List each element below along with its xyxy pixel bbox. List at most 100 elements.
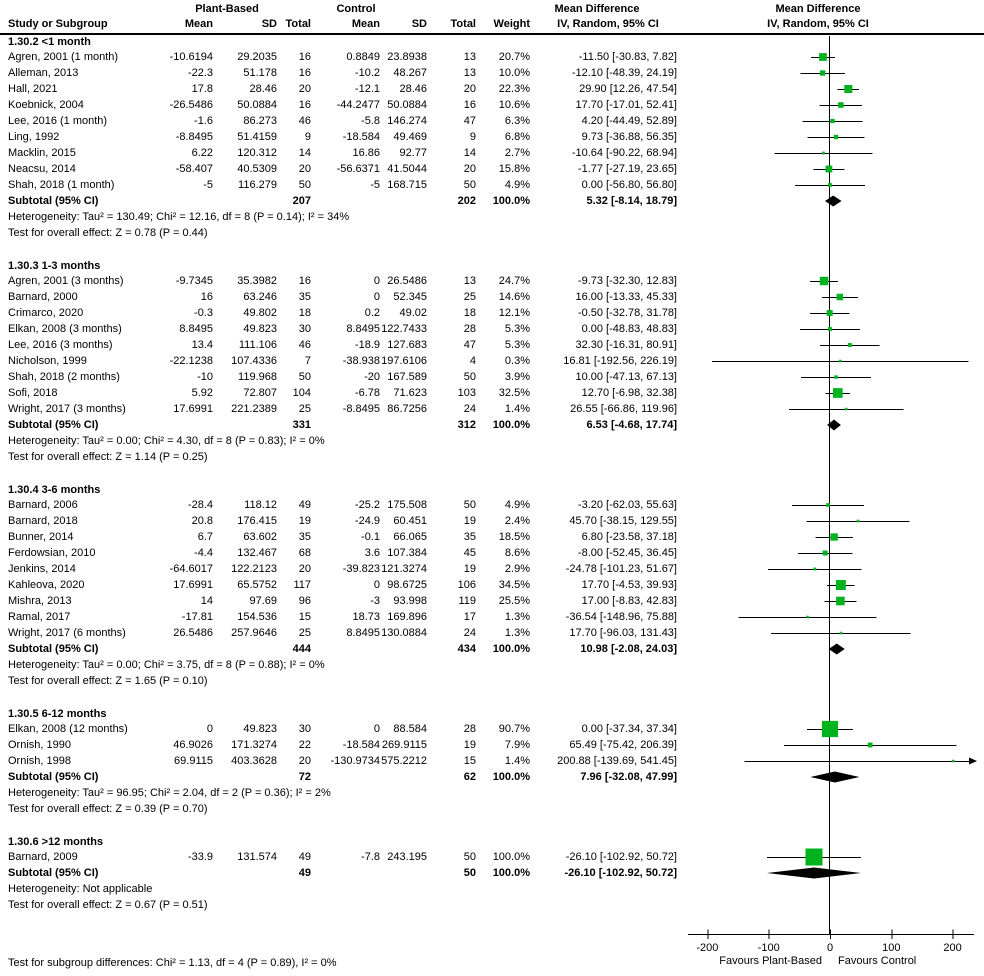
pb-total-cell: 16 xyxy=(298,99,311,111)
pb-total-cell: 117 xyxy=(293,579,311,591)
study-name: Jenkins, 2014 xyxy=(8,563,76,575)
ci-text-cell: 0.00 [-37.34, 37.34] xyxy=(581,723,677,735)
pb-sd-cell: 118.12 xyxy=(244,499,277,511)
study-row: Wright, 2017 (3 months) 17.6991 221.2389 25… xyxy=(0,401,984,417)
weight-cell: 12.1% xyxy=(498,307,530,319)
c-sd-cell: 107.384 xyxy=(387,547,427,559)
c-total-cell: 50 xyxy=(463,371,476,383)
ci-text-cell: 16.81 [-192.56, 226.19] xyxy=(563,355,677,367)
c-sd-cell: 86.7256 xyxy=(387,403,427,415)
weight-cell: 0.3% xyxy=(504,355,530,367)
study-name: Elkan, 2008 (12 months) xyxy=(8,723,128,735)
c-mean-cell: -44.2477 xyxy=(336,99,380,111)
ci-text-cell: 12.70 [-6.98, 32.38] xyxy=(581,387,677,399)
axis-tick-label: 100 xyxy=(882,942,900,954)
pb-mean-cell: 14 xyxy=(200,595,213,607)
pb-total-cell: 444 xyxy=(292,643,311,655)
overall-effect-text: Test for overall effect: Z = 0.78 (P = 0… xyxy=(8,227,208,239)
study-name: Barnard, 2009 xyxy=(8,851,78,863)
effect-col-title: Mean Difference xyxy=(554,3,640,15)
ci-text-cell: -12.10 [-48.39, 24.19] xyxy=(571,67,677,79)
c-mean-cell: -3 xyxy=(370,595,380,607)
weight-cell: 1.4% xyxy=(504,755,530,767)
pb-total-cell: 49 xyxy=(298,851,311,863)
pb-mean-cell: 6.7 xyxy=(197,531,213,543)
c-mean-cell: 0 xyxy=(373,723,380,735)
pb-mean-cell: -8.8495 xyxy=(175,131,213,143)
ci-text-cell: 10.00 [-47.13, 67.13] xyxy=(575,371,677,383)
c-mean-cell: -25.2 xyxy=(354,499,380,511)
c-mean-cell: 0 xyxy=(373,275,380,287)
pb-sd-cell: 111.106 xyxy=(238,339,277,351)
weight-cell: 8.6% xyxy=(504,547,530,559)
ci-text-cell: 17.70 [-17.01, 52.41] xyxy=(575,99,677,111)
study-name: Ling, 1992 xyxy=(8,131,60,143)
c-total-cell: 50 xyxy=(463,179,476,191)
pb-total-cell: 68 xyxy=(298,547,311,559)
study-row: Neacsu, 2014 -58.407 40.5309 20 -56.6371 41.5… xyxy=(0,161,984,177)
c-mean-cell: -0.1 xyxy=(361,531,380,543)
study-name: Macklin, 2015 xyxy=(8,147,76,159)
c-total-cell: 18 xyxy=(463,307,476,319)
pb-mean-cell: -5 xyxy=(203,179,213,191)
section-label: 1.30.6 >12 months xyxy=(8,836,104,848)
c-sd-cell: 50.0884 xyxy=(387,99,427,111)
c-mean-cell: 8.8495 xyxy=(346,627,380,639)
study-name: Barnard, 2006 xyxy=(8,499,78,511)
study-row: Bunner, 2014 6.7 63.602 35 -0.1 66.065 35 18.5%… xyxy=(0,529,984,545)
pb-total-cell: 50 xyxy=(298,179,311,191)
pb-total-cell: 35 xyxy=(298,291,311,303)
c-mean-cell: -38.938 xyxy=(342,355,380,367)
subtotal-label: Subtotal (95% CI) xyxy=(8,643,99,655)
ci-text-cell: -11.50 [-30.83, 7.82] xyxy=(578,51,677,63)
pb-total-cell: 16 xyxy=(298,51,311,63)
pb-mean-cell: 6.22 xyxy=(191,147,213,159)
study-name: Nicholson, 1999 xyxy=(8,355,87,367)
c-sd-cell: 28.46 xyxy=(399,83,427,95)
ci-text-cell: 29.90 [12.26, 47.54] xyxy=(579,83,677,95)
subtotal-row: Subtotal (95% CI) 49 50 100.0% -26.10 [-102.… xyxy=(0,865,984,881)
weight-cell: 10.6% xyxy=(498,99,530,111)
weight-cell: 1.4% xyxy=(504,403,530,415)
subgroup-test-note: Test for subgroup differences: Chi² = 1.… xyxy=(8,957,337,969)
section-header-row: 1.30.3 1-3 months xyxy=(0,260,984,273)
c-sd-cell: 41.5044 xyxy=(387,163,427,175)
ci-text-cell: -3.20 [-62.03, 55.63] xyxy=(577,499,677,511)
c-sd-cell: 52.345 xyxy=(393,291,427,303)
pb-mean-header: Mean xyxy=(184,18,213,30)
pb-mean-cell: -10 xyxy=(197,371,213,383)
overall-effect-row: Test for overall effect: Z = 1.65 (P = 0… xyxy=(0,673,984,689)
plot-col-sub: IV, Random, 95% CI xyxy=(767,18,869,30)
study-row: Alleman, 2013 -22.3 51.178 16 -10.2 48.267 13 1… xyxy=(0,65,984,81)
study-name: Hall, 2021 xyxy=(8,83,58,95)
pb-total-cell: 20 xyxy=(298,755,311,767)
pb-mean-cell: 8.8495 xyxy=(179,323,213,335)
header-rule xyxy=(0,33,984,35)
c-sd-cell: 66.065 xyxy=(393,531,427,543)
weight-cell: 4.9% xyxy=(504,179,530,191)
c-total-cell: 13 xyxy=(463,51,476,63)
pb-total-cell: 96 xyxy=(298,595,311,607)
study-row: Elkan, 2008 (3 months) 8.8495 49.823 30 8.84… xyxy=(0,321,984,337)
c-sd-cell: 575.2212 xyxy=(381,755,427,767)
ci-text-cell: 200.88 [-139.69, 541.45] xyxy=(557,755,677,767)
pb-sd-cell: 403.3628 xyxy=(231,755,277,767)
c-total-cell: 20 xyxy=(463,83,476,95)
c-sd-cell: 167.589 xyxy=(387,371,427,383)
section-label: 1.30.3 1-3 months xyxy=(8,260,101,272)
section-header-row: 1.30.5 6-12 months xyxy=(0,708,984,721)
c-total-cell: 62 xyxy=(463,771,476,783)
section-label: 1.30.2 <1 month xyxy=(8,36,91,48)
subtotal-row: Subtotal (95% CI) 72 62 100.0% 7.96 [-32.08,… xyxy=(0,769,984,785)
study-row: Sofi, 2018 5.92 72.807 104 -6.78 71.623 103 32.… xyxy=(0,385,984,401)
pb-total-cell: 20 xyxy=(298,163,311,175)
effect-col-sub: IV, Random, 95% CI xyxy=(557,18,659,30)
weight-cell: 100.0% xyxy=(492,867,530,879)
c-mean-cell: -12.1 xyxy=(354,83,380,95)
favours-left-label: Favours Plant-Based xyxy=(719,955,822,967)
c-sd-cell: 168.715 xyxy=(387,179,427,191)
weight-cell: 5.3% xyxy=(504,339,530,351)
weight-cell: 1.3% xyxy=(504,611,530,623)
pb-total-cell: 49 xyxy=(298,499,311,511)
pb-total-cell: 72 xyxy=(298,771,311,783)
